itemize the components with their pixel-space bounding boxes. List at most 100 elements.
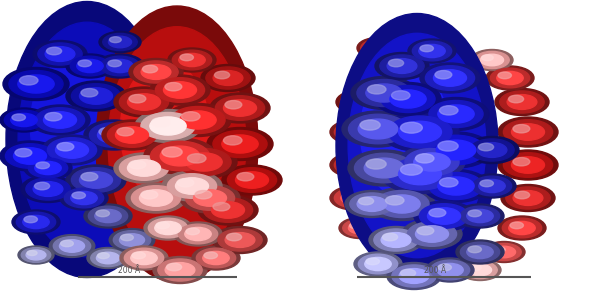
Circle shape xyxy=(223,136,242,145)
Circle shape xyxy=(21,248,51,262)
Circle shape xyxy=(470,139,514,161)
Circle shape xyxy=(360,120,380,130)
Circle shape xyxy=(438,177,474,195)
Circle shape xyxy=(171,146,237,178)
Circle shape xyxy=(381,85,435,112)
Circle shape xyxy=(498,117,558,147)
Circle shape xyxy=(151,118,170,127)
Circle shape xyxy=(426,258,474,282)
Circle shape xyxy=(387,262,441,290)
Circle shape xyxy=(18,246,54,264)
Circle shape xyxy=(213,202,230,211)
Circle shape xyxy=(469,264,491,276)
Circle shape xyxy=(9,70,63,98)
Ellipse shape xyxy=(360,66,449,198)
Circle shape xyxy=(351,76,417,110)
Circle shape xyxy=(429,172,483,200)
Circle shape xyxy=(66,81,126,111)
Circle shape xyxy=(355,153,413,183)
Circle shape xyxy=(361,39,395,57)
Circle shape xyxy=(24,156,72,180)
Circle shape xyxy=(348,150,420,186)
Circle shape xyxy=(61,240,73,247)
Circle shape xyxy=(66,54,114,78)
Circle shape xyxy=(179,53,205,67)
Circle shape xyxy=(195,190,212,199)
Circle shape xyxy=(481,54,503,66)
Circle shape xyxy=(387,58,417,74)
Circle shape xyxy=(26,250,46,260)
Circle shape xyxy=(84,204,132,228)
Circle shape xyxy=(467,245,493,259)
Circle shape xyxy=(13,148,47,164)
Circle shape xyxy=(174,222,222,246)
Circle shape xyxy=(141,64,171,80)
Circle shape xyxy=(361,66,383,78)
Circle shape xyxy=(96,54,144,78)
Circle shape xyxy=(503,153,553,177)
Circle shape xyxy=(357,38,399,58)
Circle shape xyxy=(132,252,145,259)
Circle shape xyxy=(102,120,162,150)
Circle shape xyxy=(436,140,476,160)
Circle shape xyxy=(213,70,243,86)
Circle shape xyxy=(366,258,379,265)
Circle shape xyxy=(129,160,146,169)
Circle shape xyxy=(84,120,144,150)
Circle shape xyxy=(222,165,282,195)
Circle shape xyxy=(375,52,429,80)
Circle shape xyxy=(117,128,134,136)
Ellipse shape xyxy=(6,2,168,278)
Circle shape xyxy=(180,111,216,129)
Circle shape xyxy=(182,112,200,121)
Circle shape xyxy=(367,42,389,54)
Circle shape xyxy=(45,46,75,62)
Circle shape xyxy=(465,136,519,164)
Circle shape xyxy=(119,156,169,180)
Circle shape xyxy=(70,56,110,76)
Circle shape xyxy=(511,124,545,140)
Circle shape xyxy=(472,176,512,196)
Circle shape xyxy=(165,103,231,136)
Circle shape xyxy=(334,122,374,142)
Circle shape xyxy=(497,71,523,85)
Circle shape xyxy=(334,155,374,175)
Circle shape xyxy=(433,70,467,86)
Circle shape xyxy=(0,108,48,132)
Circle shape xyxy=(347,95,373,109)
Circle shape xyxy=(381,112,459,152)
Circle shape xyxy=(26,178,70,200)
Circle shape xyxy=(510,222,523,229)
Circle shape xyxy=(468,210,481,217)
Circle shape xyxy=(72,192,85,199)
Circle shape xyxy=(128,160,161,176)
Circle shape xyxy=(206,67,250,89)
Circle shape xyxy=(45,112,62,121)
Circle shape xyxy=(77,59,103,73)
Circle shape xyxy=(141,112,195,140)
Circle shape xyxy=(381,154,459,194)
Text: 200 Å: 200 Å xyxy=(424,266,446,275)
Circle shape xyxy=(515,191,530,199)
Circle shape xyxy=(119,90,169,114)
Circle shape xyxy=(176,178,209,194)
Circle shape xyxy=(460,242,500,262)
Circle shape xyxy=(215,96,265,120)
Circle shape xyxy=(381,232,411,247)
Circle shape xyxy=(213,226,267,254)
Circle shape xyxy=(35,161,61,175)
Circle shape xyxy=(119,234,145,246)
Circle shape xyxy=(107,59,133,73)
Circle shape xyxy=(384,195,420,213)
Circle shape xyxy=(414,201,474,231)
Circle shape xyxy=(367,43,379,49)
Circle shape xyxy=(402,219,462,249)
Circle shape xyxy=(109,229,155,251)
Circle shape xyxy=(334,188,374,208)
Circle shape xyxy=(107,123,157,147)
Circle shape xyxy=(498,216,546,240)
Circle shape xyxy=(483,242,525,262)
Circle shape xyxy=(367,85,386,94)
Circle shape xyxy=(178,224,218,244)
Circle shape xyxy=(398,163,442,185)
